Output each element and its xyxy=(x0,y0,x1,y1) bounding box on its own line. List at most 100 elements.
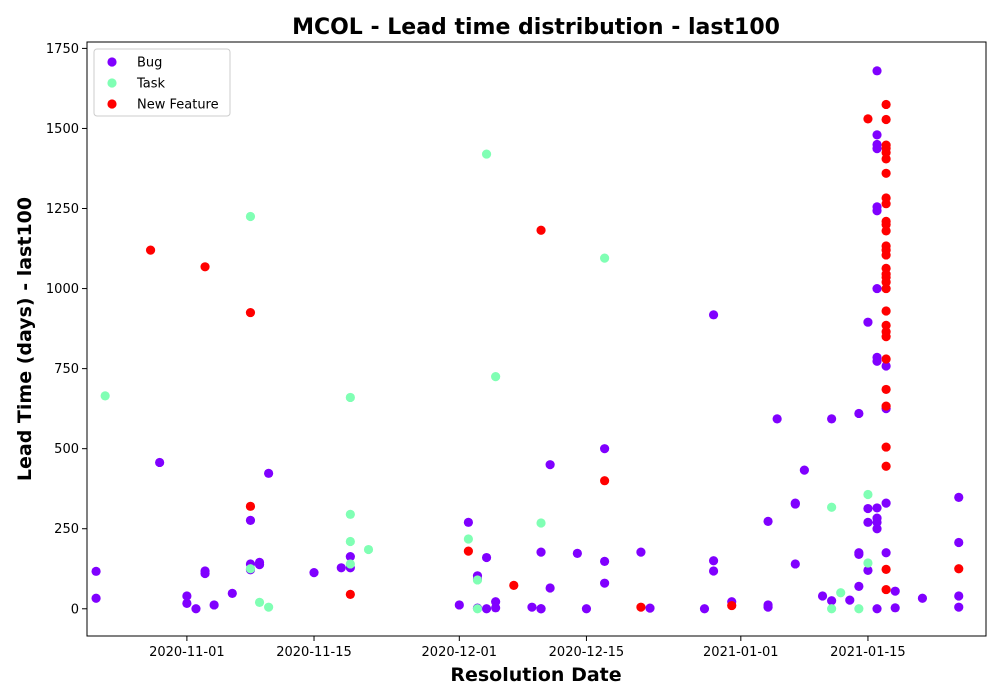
data-point xyxy=(699,604,710,614)
data-point xyxy=(881,461,891,471)
data-point xyxy=(863,489,873,500)
legend: Bug Task New Feature xyxy=(93,48,231,117)
data-point xyxy=(536,518,546,528)
data-point xyxy=(600,556,610,566)
data-point xyxy=(827,596,837,606)
data-point xyxy=(827,502,837,512)
chart-title: MCOL - Lead time distribution - last100 xyxy=(292,15,780,40)
data-point xyxy=(881,99,891,110)
data-point xyxy=(345,551,355,562)
data-point xyxy=(245,211,256,222)
data-point xyxy=(954,591,964,601)
y-axis-label: Lead Time (days) - last100 xyxy=(14,197,36,481)
data-point xyxy=(863,503,873,514)
data-point xyxy=(182,591,192,601)
data-point xyxy=(463,546,473,556)
data-point xyxy=(600,578,610,588)
data-point xyxy=(545,460,555,470)
data-point xyxy=(872,517,882,527)
data-point xyxy=(227,588,237,599)
data-point xyxy=(727,600,737,611)
data-point xyxy=(799,465,809,475)
data-point xyxy=(600,476,610,486)
data-point xyxy=(200,262,210,272)
data-point xyxy=(863,558,873,568)
data-point xyxy=(636,602,646,612)
data-point xyxy=(881,548,891,558)
data-point xyxy=(155,457,165,468)
data-point xyxy=(345,392,355,403)
data-point xyxy=(472,575,483,585)
data-point xyxy=(472,604,483,614)
y-tick-label: 1250 xyxy=(46,202,79,217)
data-point xyxy=(881,199,891,209)
data-point xyxy=(881,277,891,287)
data-point xyxy=(836,588,846,598)
x-tick-label: 2020-12-15 xyxy=(549,645,625,660)
data-point xyxy=(636,547,646,557)
data-point xyxy=(345,536,355,547)
y-tick-label: 500 xyxy=(54,442,79,457)
data-point xyxy=(91,566,101,576)
series-task xyxy=(100,149,873,614)
data-point xyxy=(245,564,256,574)
data-point xyxy=(708,310,719,320)
data-point xyxy=(881,168,891,178)
data-point xyxy=(763,516,773,526)
data-point xyxy=(572,548,582,558)
data-point xyxy=(872,524,882,534)
data-point xyxy=(872,503,882,513)
data-point xyxy=(600,444,610,454)
data-point xyxy=(481,604,492,614)
data-point xyxy=(100,391,110,401)
data-point xyxy=(245,501,256,511)
x-tick-label: 2021-01-15 xyxy=(830,645,906,660)
data-point xyxy=(254,557,265,567)
data-point xyxy=(881,219,891,230)
legend-label: Task xyxy=(136,77,166,92)
data-point xyxy=(600,253,610,263)
data-point xyxy=(827,604,837,614)
data-point xyxy=(863,114,873,124)
data-point xyxy=(491,603,501,613)
data-point xyxy=(881,154,891,164)
data-point xyxy=(209,600,219,610)
data-point xyxy=(881,564,891,574)
data-point xyxy=(881,442,891,452)
data-point xyxy=(872,66,882,76)
data-point xyxy=(454,600,464,610)
data-point xyxy=(708,556,719,566)
data-point xyxy=(854,604,864,614)
series-new-feature xyxy=(145,99,964,612)
data-point xyxy=(881,320,891,330)
data-point xyxy=(881,114,891,125)
legend-label: Bug xyxy=(137,56,162,71)
y-tick-label: 1750 xyxy=(46,42,79,57)
series-bug xyxy=(91,66,964,614)
data-point xyxy=(790,499,800,509)
y-tick-label: 1000 xyxy=(46,282,79,297)
legend-marker xyxy=(107,99,117,109)
data-point xyxy=(790,559,800,569)
data-point xyxy=(491,372,501,382)
data-point xyxy=(345,509,355,519)
data-point xyxy=(917,593,928,603)
data-point xyxy=(336,563,346,573)
data-point xyxy=(863,317,873,327)
data-point xyxy=(817,591,828,601)
data-point xyxy=(708,566,719,576)
data-point xyxy=(881,498,891,508)
data-point xyxy=(264,602,274,612)
legend-box xyxy=(93,48,231,117)
data-point xyxy=(91,593,101,603)
data-point xyxy=(345,559,355,569)
data-point xyxy=(854,408,864,419)
data-point xyxy=(845,595,855,605)
y-tick-label: 250 xyxy=(54,522,79,537)
data-point xyxy=(182,598,192,608)
plot-area xyxy=(91,66,964,614)
data-point xyxy=(363,544,374,555)
data-point xyxy=(645,603,655,613)
data-point xyxy=(509,580,519,591)
data-point xyxy=(772,414,782,424)
